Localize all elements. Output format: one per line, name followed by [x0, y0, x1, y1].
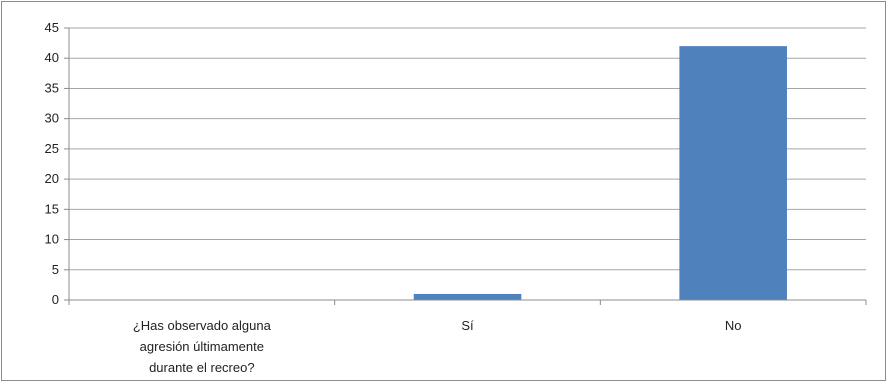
x-category-label-line: Sí [461, 318, 474, 333]
bar-1 [413, 293, 522, 300]
y-tick-label: 25 [45, 141, 59, 156]
axes [68, 28, 867, 305]
x-category-label-line: agresión últimamente [140, 339, 264, 354]
y-tick-label: 10 [45, 232, 59, 247]
y-tick-label: 15 [45, 201, 59, 216]
y-tick-label: 30 [45, 111, 59, 126]
x-category-label-line: ¿Has observado alguna [133, 318, 272, 333]
y-tick-label: 20 [45, 171, 59, 186]
x-category-label: Sí [461, 318, 474, 333]
x-axis-labels: ¿Has observado alguna agresión últimament… [133, 318, 742, 375]
x-category-label-line: durante el recreo? [149, 360, 255, 375]
y-axis-ticks: 0 5 10 15 20 25 30 35 40 45 [45, 20, 69, 307]
x-category-label: ¿Has observado alguna agresión últimament… [133, 318, 272, 375]
y-tick-label: 40 [45, 50, 59, 65]
y-tick-label: 5 [52, 262, 59, 277]
y-tick-label: 35 [45, 80, 59, 95]
bar-2 [679, 46, 787, 301]
x-category-label: No [725, 318, 742, 333]
y-tick-label: 45 [45, 20, 59, 35]
bars [413, 46, 787, 301]
y-tick-label: 0 [52, 292, 59, 307]
x-category-label-line: No [725, 318, 742, 333]
